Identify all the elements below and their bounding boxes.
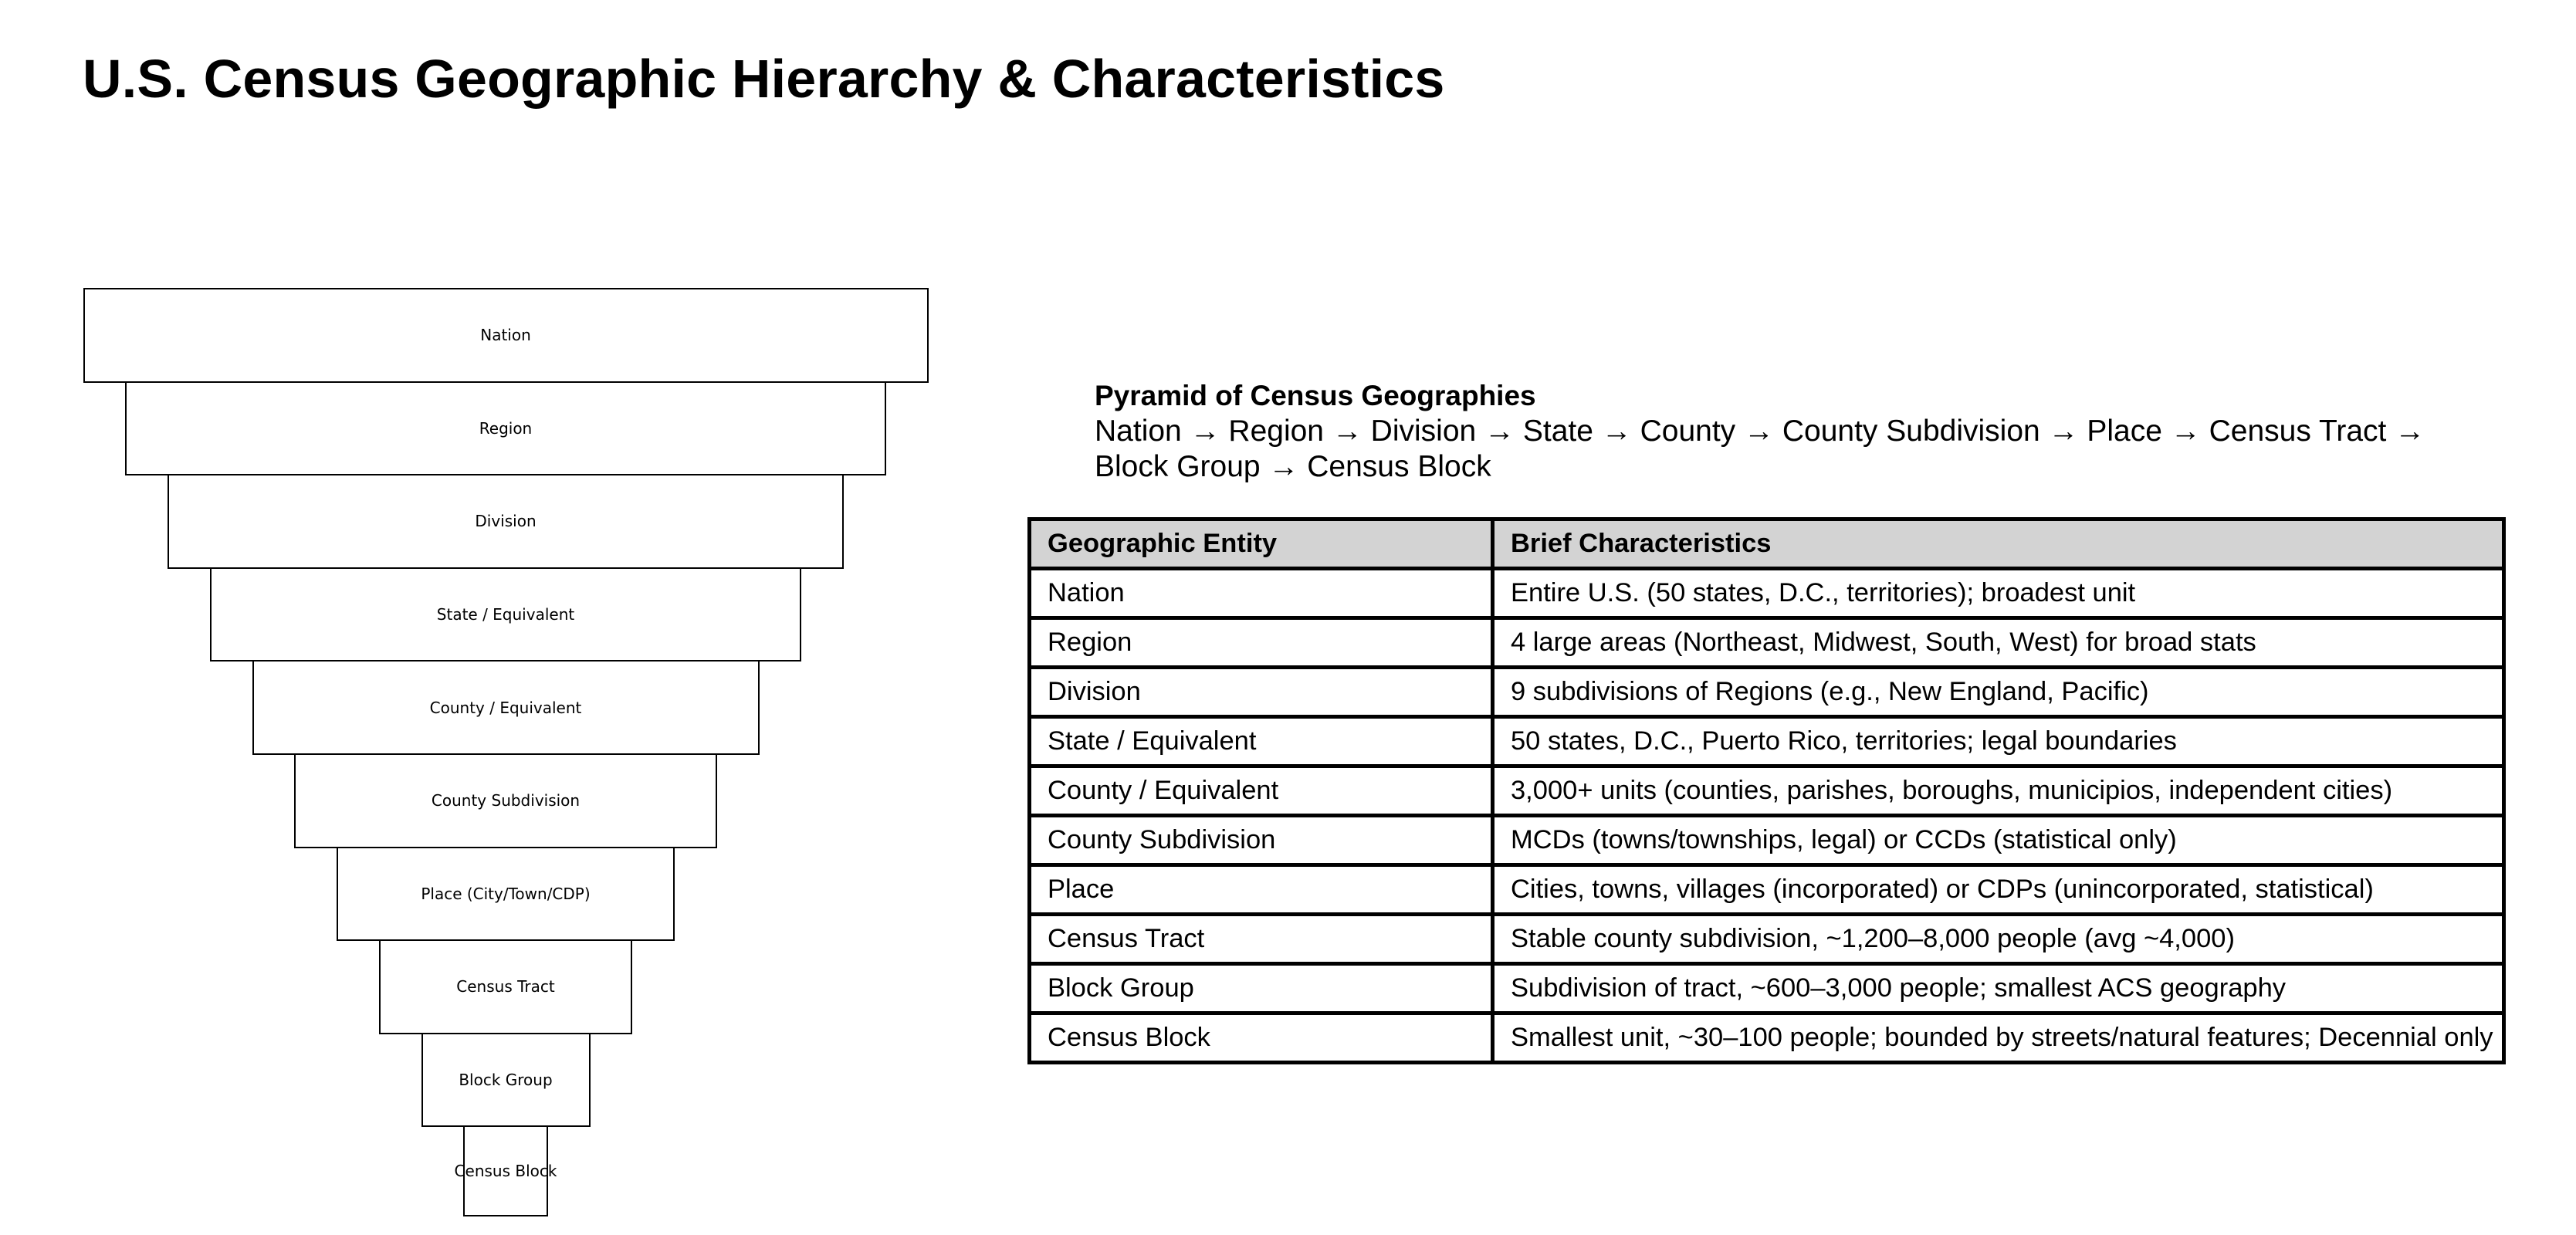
entity-cell: County / Equivalent: [1027, 764, 1494, 817]
entity-cell: County Subdivision: [1027, 814, 1494, 867]
pyramid-level-label: State / Equivalent: [436, 605, 575, 624]
characteristics-cell: 4 large areas (Northeast, Midwest, South…: [1491, 616, 2506, 669]
census-pyramid-diagram: Nation Region Division State / Equivalent Co…: [0, 0, 1004, 1235]
table-row: Division 9 subdivisions of Regions (e.g.,…: [1027, 665, 2506, 719]
characteristics-cell: Subdivision of tract, ~600–3,000 people;…: [1491, 962, 2506, 1015]
legend-heading: Pyramid of Census Geographies: [1095, 380, 1536, 411]
entity-cell: Region: [1027, 616, 1494, 669]
pyramid-level-label: Nation: [480, 326, 531, 345]
hierarchy-chain-text: Nation → Region → Division → State → Cou…: [1095, 414, 2469, 485]
pyramid-level: County Subdivision: [294, 753, 717, 848]
characteristics-cell: Entire U.S. (50 states, D.C., territorie…: [1491, 567, 2506, 620]
page-title: U.S. Census Geographic Hierarchy & Chara…: [83, 49, 1445, 109]
table-header-row: Geographic Entity Brief Characteristics: [1027, 517, 2506, 570]
hierarchy-chain-line-2: Block Group → Census Block: [1095, 450, 1491, 483]
table-row: Place Cities, towns, villages (incorporat…: [1027, 863, 2506, 916]
characteristics-cell: Stable county subdivision, ~1,200–8,000 …: [1491, 912, 2506, 966]
pyramid-level: Division: [168, 474, 844, 569]
entity-cell: Place: [1027, 863, 1494, 916]
table-row: Census Tract Stable county subdivision, ~…: [1027, 912, 2506, 966]
entity-cell: Census Block: [1027, 1011, 1494, 1064]
pyramid-level: State / Equivalent: [209, 567, 802, 662]
table-row: Nation Entire U.S. (50 states, D.C., terr…: [1027, 567, 2506, 620]
characteristics-cell: MCDs (towns/townships, legal) or CCDs (s…: [1491, 814, 2506, 867]
pyramid-level: Census Tract: [378, 939, 633, 1034]
pyramid-level: County / Equivalent: [252, 660, 760, 755]
entity-cell: Nation: [1027, 567, 1494, 620]
characteristics-cell: 50 states, D.C., Puerto Rico, territorie…: [1491, 715, 2506, 768]
pyramid-level: Nation: [83, 288, 929, 383]
entity-cell: Block Group: [1027, 962, 1494, 1015]
table-row: County Subdivision MCDs (towns/townships,…: [1027, 814, 2506, 867]
pyramid-level-label: County / Equivalent: [429, 698, 582, 717]
pyramid-level: Place (City/Town/CDP): [337, 846, 675, 942]
table-row: County / Equivalent 3,000+ units (countie…: [1027, 764, 2506, 817]
table-row: Block Group Subdivision of tract, ~600–3,…: [1027, 962, 2506, 1015]
entity-cell: State / Equivalent: [1027, 715, 1494, 768]
pyramid-level: Region: [125, 381, 886, 476]
characteristics-cell: 9 subdivisions of Regions (e.g., New Eng…: [1491, 665, 2506, 719]
entity-cell: Census Tract: [1027, 912, 1494, 966]
pyramid-level-label: Block Group: [459, 1071, 553, 1090]
pyramid-level-label: Census Tract: [456, 977, 555, 996]
pyramid-level: Block Group: [421, 1032, 591, 1128]
table-row: State / Equivalent 50 states, D.C., Puert…: [1027, 715, 2506, 768]
pyramid-level-label: County Subdivision: [431, 791, 581, 810]
table-row: Region 4 large areas (Northeast, Midwest,…: [1027, 616, 2506, 669]
characteristics-table: Geographic Entity Brief Characteristics …: [1027, 517, 2506, 1064]
entity-cell: Division: [1027, 665, 1494, 719]
column-header-entity: Geographic Entity: [1027, 517, 1494, 570]
column-header-characteristics: Brief Characteristics: [1491, 517, 2506, 570]
hierarchy-chain-line-1: Nation → Region → Division → State → Cou…: [1095, 414, 2425, 448]
characteristics-cell: 3,000+ units (counties, parishes, boroug…: [1491, 764, 2506, 817]
pyramid-level-label: Place (City/Town/CDP): [421, 884, 591, 903]
pyramid-level: Census Block: [455, 1125, 557, 1216]
pyramid-level-label: Division: [475, 512, 537, 531]
pyramid-level-label: Region: [479, 418, 533, 438]
table-row: Census Block Smallest unit, ~30–100 peopl…: [1027, 1011, 2506, 1064]
characteristics-cell: Cities, towns, villages (incorporated) o…: [1491, 863, 2506, 916]
characteristics-cell: Smallest unit, ~30–100 people; bounded b…: [1491, 1011, 2506, 1064]
pyramid-level-label: Census Block: [454, 1162, 557, 1181]
